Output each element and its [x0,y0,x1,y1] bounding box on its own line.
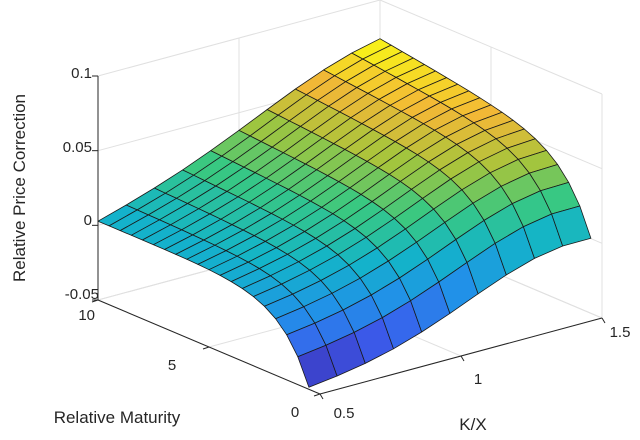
surface-facet-0-9 [551,205,592,247]
x-tick-label-1: 1 [474,371,482,388]
z-tick-label-2: 0.05 [63,139,92,156]
z-tick-label-1: 0.1 [71,65,92,82]
x-tick-label-1.5: 1.5 [610,324,631,341]
y-axis-label: Relative Maturity [54,408,181,427]
axes [91,75,606,400]
y-tick-0 [313,393,321,397]
x-tick-1 [460,355,465,362]
x-tick-0 [319,393,324,400]
y-tick-label-5: 5 [168,357,176,374]
y-tick-1 [202,346,210,350]
x-tick-2 [601,317,606,324]
surface-mesh [97,38,592,388]
y-tick-label-10: 10 [78,307,95,324]
z-tick-label-3: 0 [84,212,92,229]
z-axis-label: Relative Price Correction [10,94,29,282]
x-tick-label-0.5: 0.5 [334,405,355,422]
y-tick-label-0: 0 [291,404,299,421]
z-tick-label-4: -0.05 [65,286,99,303]
x-axis-label: K/X [459,415,486,434]
